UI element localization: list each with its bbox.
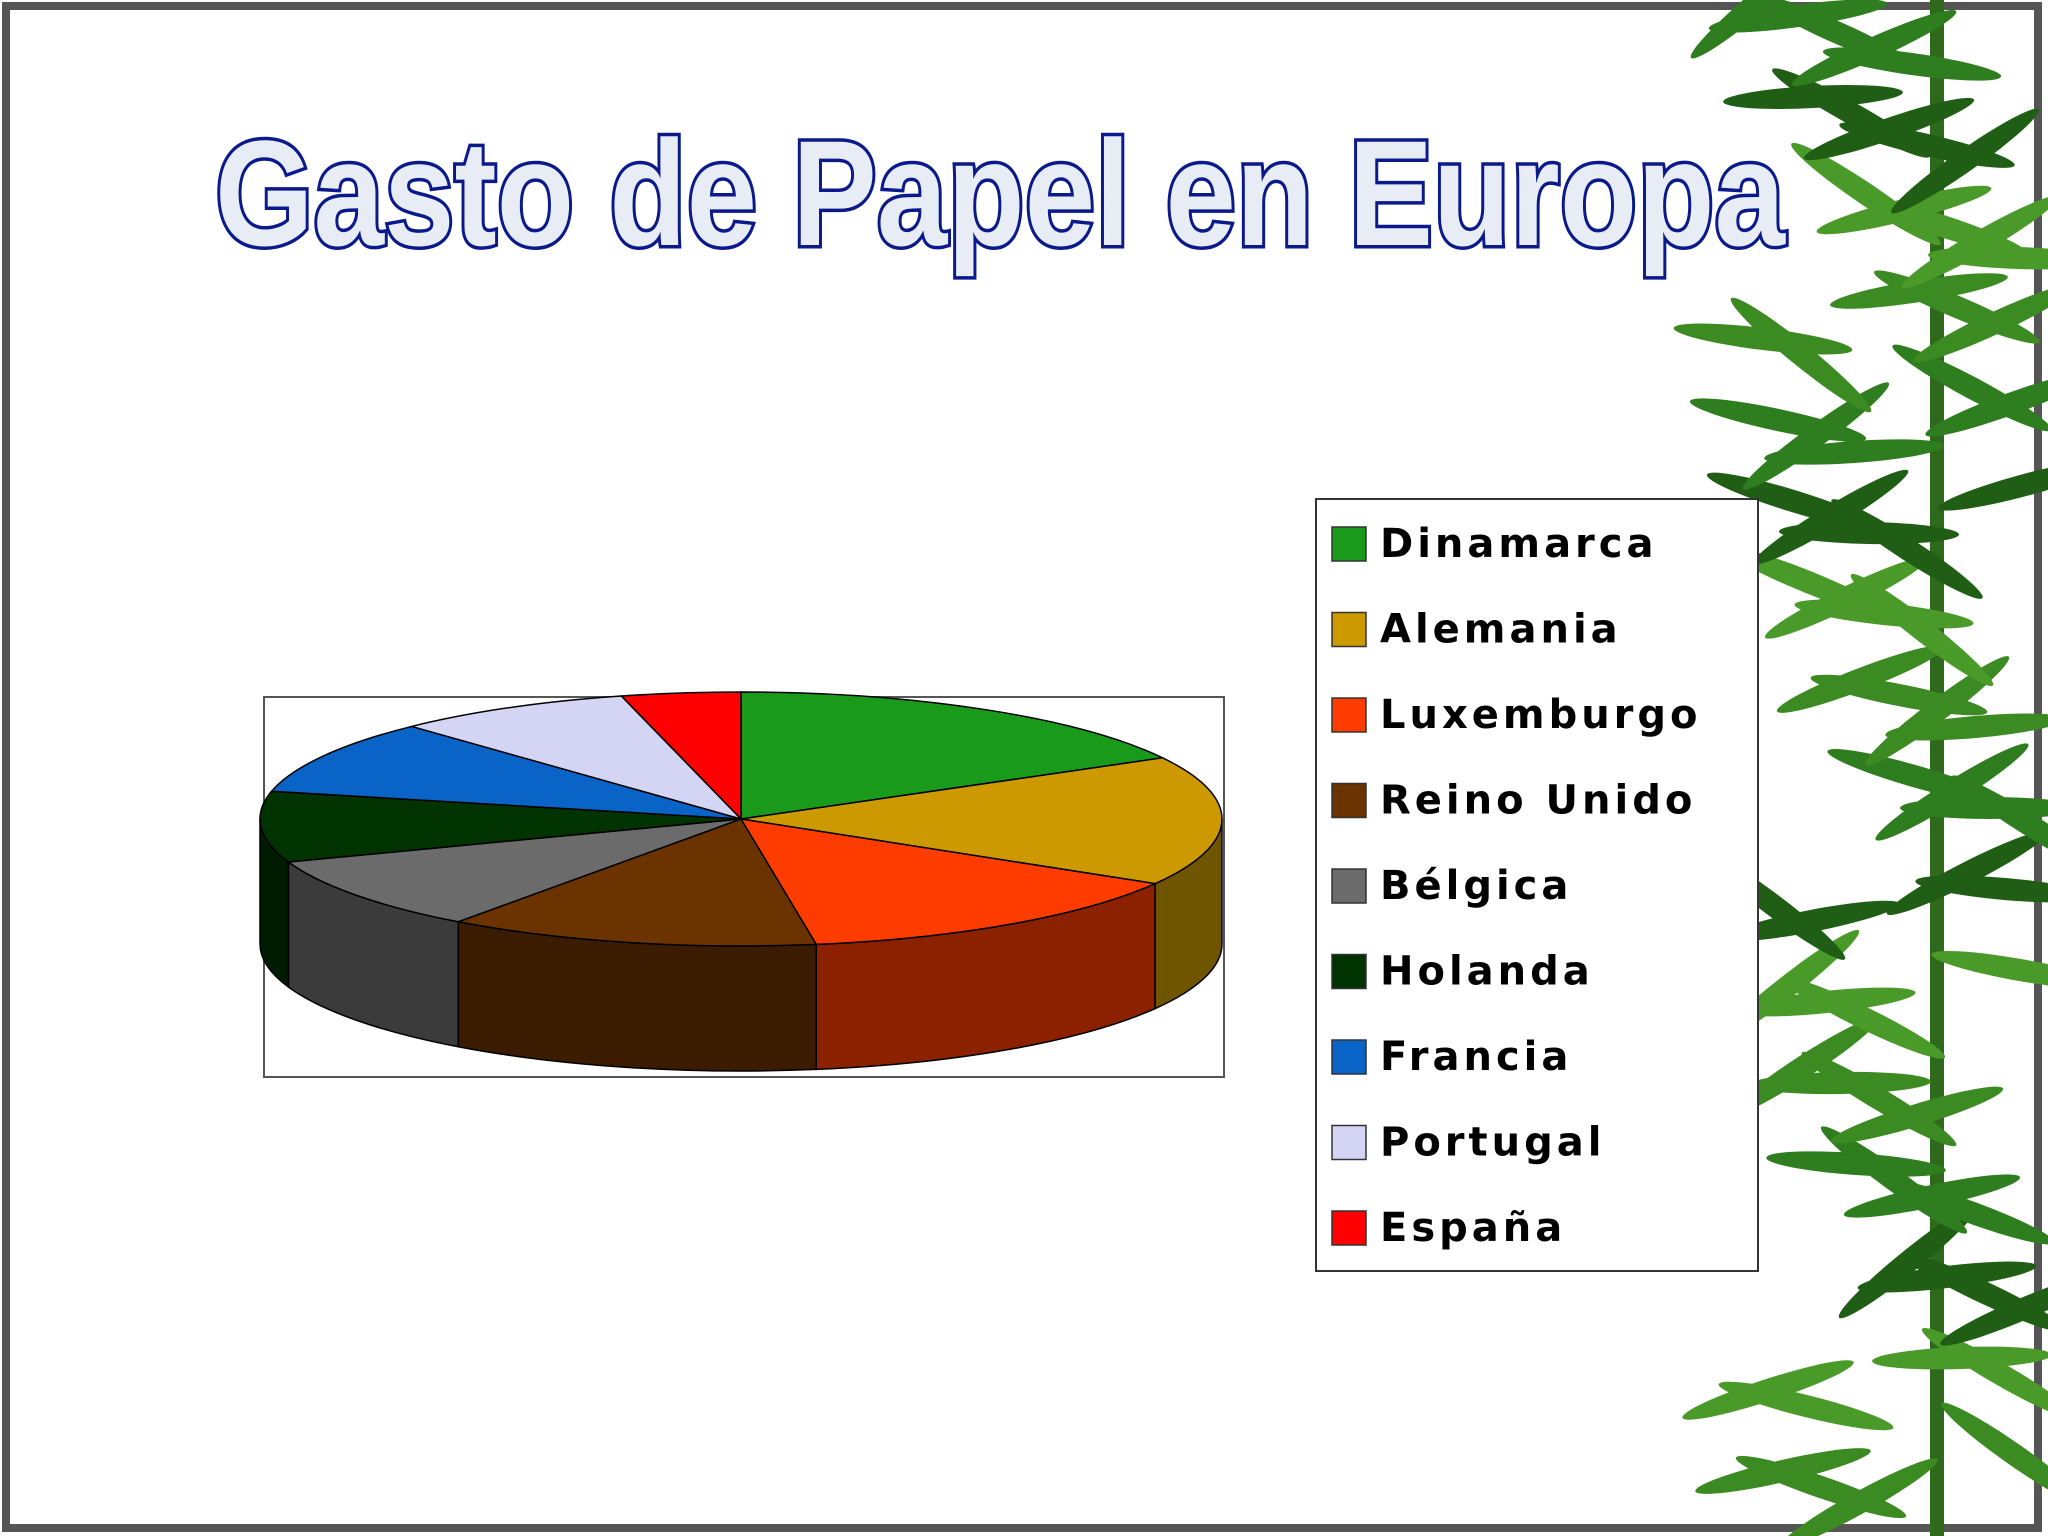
bamboo-leaf [1901, 196, 2048, 288]
legend-label: Holanda [1380, 949, 1594, 995]
bamboo-leaf [1891, 108, 2039, 214]
bamboo-stem [1930, 0, 1944, 1536]
bamboo-leaf [1753, 469, 1909, 565]
bamboo-leaf [1764, 557, 1928, 639]
legend-label: Luxemburgo [1380, 692, 1702, 738]
bamboo-leaf [1782, 977, 1946, 1059]
pie [259, 691, 1223, 1072]
slice [739, 818, 1158, 946]
bamboo-leaf [1928, 246, 2048, 270]
slice [740, 691, 1166, 820]
bamboo-leaf [1921, 1328, 2048, 1420]
legend-box [1315, 498, 1759, 1272]
legend-swatch [1331, 1039, 1367, 1075]
bamboo-leaf [1791, 10, 1957, 86]
slice [408, 695, 744, 821]
bamboo-leaf [1931, 950, 2048, 990]
bamboo-leaf [1885, 713, 2048, 741]
bamboo-leaf [1850, 573, 1994, 687]
bamboo-leaf [1915, 875, 2048, 903]
legend-swatch [1331, 868, 1367, 904]
legend-label: Bélgica [1380, 863, 1572, 909]
slice [455, 818, 818, 947]
bamboo-leaf [1885, 1179, 2048, 1245]
legend-label: Francia [1380, 1034, 1572, 1080]
bamboo-decoration [1673, 0, 2048, 1536]
bamboo-leaf [1831, 499, 1983, 599]
legend: Dinamarca Alemania Luxemburgo Reino Unido Bé… [1331, 521, 1702, 1251]
bamboo-leaf [1822, 47, 2002, 81]
bamboo-leaf [1886, 830, 2048, 916]
legend-label: Reino Unido [1380, 778, 1696, 824]
bamboo-leaf [1722, 900, 1900, 942]
legend-swatch [1331, 782, 1367, 819]
legend-swatch [1331, 697, 1367, 733]
slice [286, 818, 742, 923]
legend-swatch [1331, 1210, 1367, 1246]
legend-label: Alemania [1380, 607, 1622, 653]
legend-label: Portugal [1380, 1120, 1605, 1166]
slice [270, 725, 742, 820]
bamboo-leaf [1925, 371, 2048, 437]
bamboo-leaf [1780, 1458, 1938, 1536]
bamboo-leaf [1764, 439, 1944, 465]
bamboo-leaf [1718, 1381, 1894, 1431]
legend-swatch [1331, 526, 1367, 562]
legend-label: Dinamarca [1380, 521, 1657, 567]
bamboo-leaf [1938, 459, 2048, 511]
bamboo-leaf [1830, 1086, 2004, 1144]
bamboo-leaf [1730, 297, 1872, 413]
slice [740, 757, 1223, 885]
bamboo-leaf [1940, 1272, 2048, 1346]
bamboo-leaf [1727, 1017, 1879, 1117]
slice [619, 691, 742, 821]
bamboo-leaf [1794, 599, 1974, 629]
legend-label: España [1380, 1205, 1566, 1251]
bamboo-leaf [1951, 775, 2048, 873]
legend-swatch [1331, 611, 1367, 648]
legend-swatch [1331, 953, 1367, 990]
slice [259, 790, 742, 863]
legend-swatch [1331, 1124, 1367, 1161]
bamboo-leaf [1875, 743, 2029, 841]
bamboo-leaf [1913, 283, 2048, 363]
bamboo-leaf [1941, 1402, 2048, 1508]
chart-title: Gasto de Papel en Europa [215, 109, 1786, 277]
